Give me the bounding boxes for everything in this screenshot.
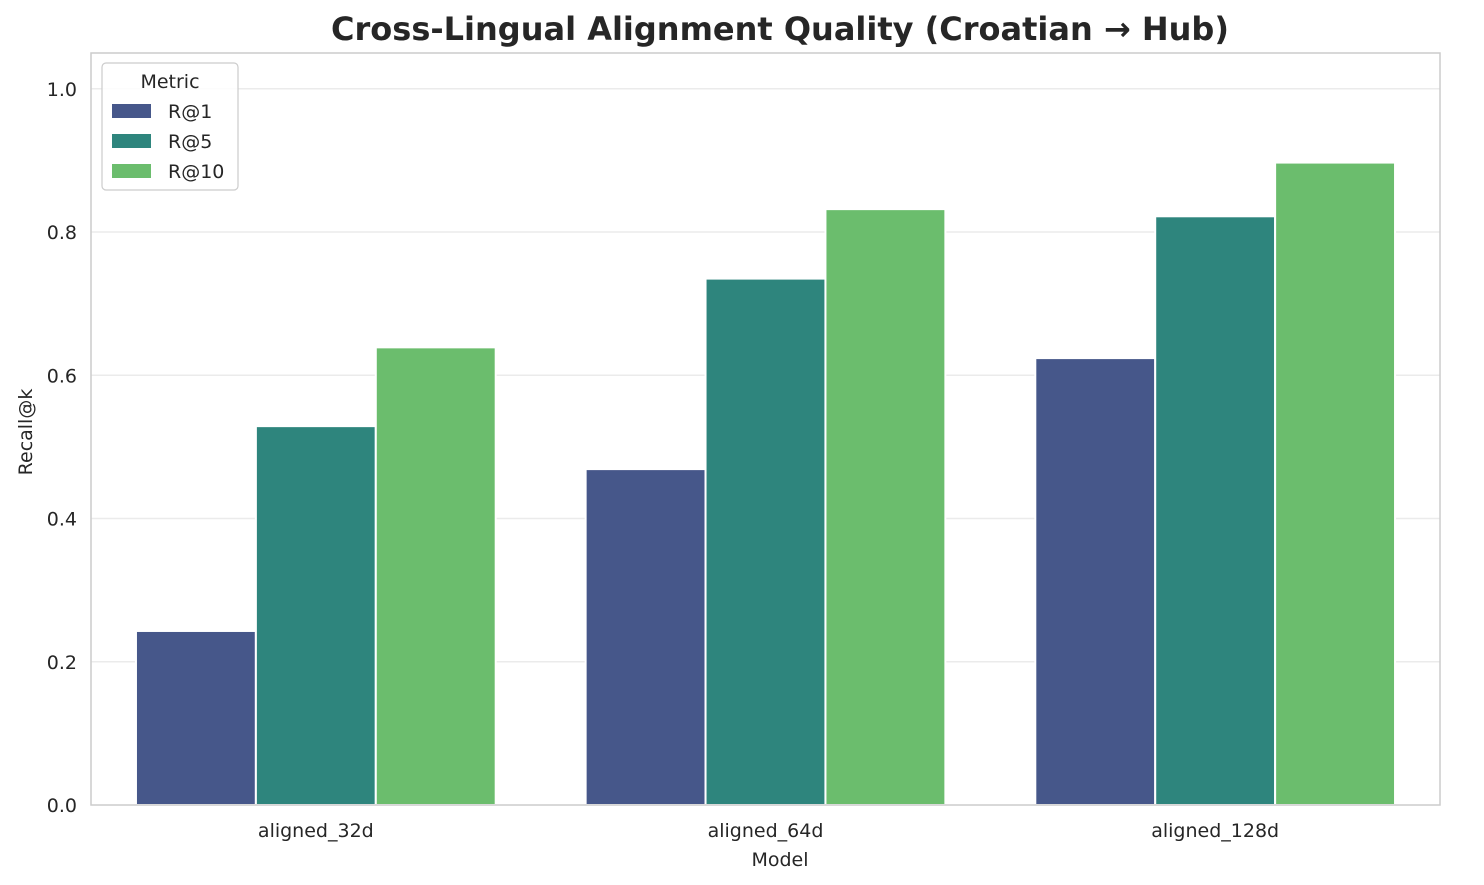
bar-r-at-10-aligned_64d xyxy=(824,208,947,806)
legend-entry: R@10 xyxy=(168,161,224,183)
x-tick-label: aligned_32d xyxy=(258,820,374,842)
y-tick-label: 0.8 xyxy=(47,222,77,244)
legend-swatch xyxy=(112,134,151,148)
bar-r-at-10-aligned_128d xyxy=(1274,161,1397,806)
x-tick-label: aligned_64d xyxy=(708,820,824,842)
y-tick-label: 0.0 xyxy=(47,795,77,817)
y-tick-labels: 0.0 0.2 0.4 0.6 0.8 1.0 xyxy=(47,79,77,817)
y-tick-label: 0.6 xyxy=(47,365,77,387)
bar-r-at-10-aligned_32d xyxy=(374,346,497,806)
bar-r-at-5-aligned_32d xyxy=(254,425,377,806)
legend-swatch xyxy=(112,104,151,118)
x-axis-label: Model xyxy=(751,849,808,871)
legend: Metric R@1 R@5 R@10 xyxy=(101,62,239,191)
y-tick-label: 0.4 xyxy=(47,509,77,531)
y-axis-label: Recall@k xyxy=(15,389,37,476)
bar-r-at-1-aligned_64d xyxy=(584,468,707,806)
legend-entry: R@1 xyxy=(168,101,212,123)
bar-r-at-5-aligned_64d xyxy=(704,277,827,807)
legend-entry: R@5 xyxy=(168,131,212,153)
x-tick-label: aligned_128d xyxy=(1151,820,1279,842)
bar-r-at-1-aligned_128d xyxy=(1034,357,1157,806)
y-tick-label: 0.2 xyxy=(47,652,77,674)
legend-title: Metric xyxy=(140,71,199,93)
bar-r-at-5-aligned_128d xyxy=(1154,215,1277,806)
bars xyxy=(134,161,1397,807)
chart-title: Cross-Lingual Alignment Quality (Croatia… xyxy=(331,10,1229,48)
plot-frame xyxy=(90,52,1441,806)
x-tick-labels: aligned_32d aligned_64d aligned_128d xyxy=(258,820,1279,842)
legend-swatch xyxy=(112,164,151,178)
bar-r-at-1-aligned_32d xyxy=(134,629,257,806)
y-tick-label: 1.0 xyxy=(47,79,77,101)
legend-box xyxy=(101,62,239,191)
